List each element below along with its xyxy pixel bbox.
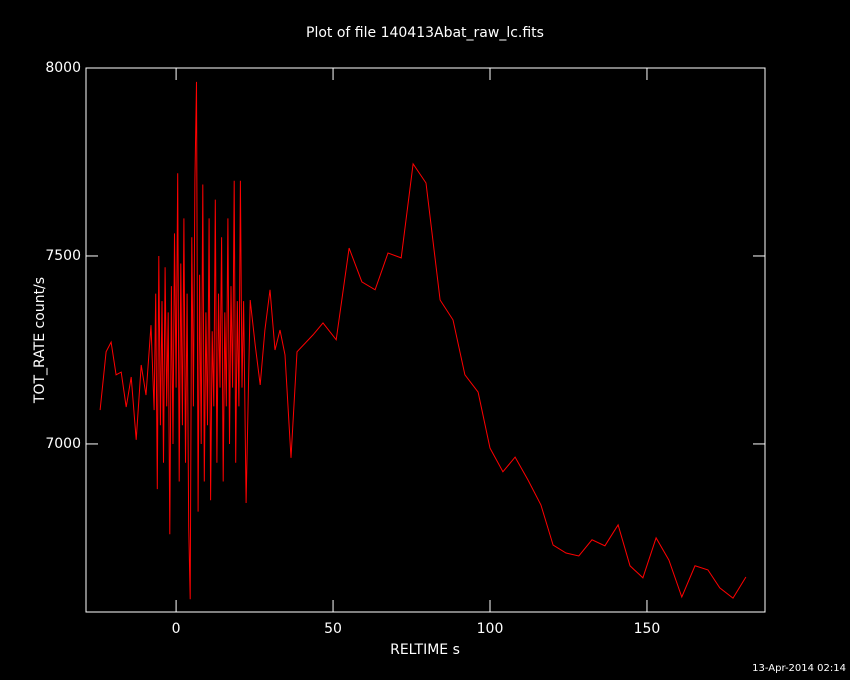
x-tick-label: 0	[172, 621, 181, 637]
timestamp: 13-Apr-2014 02:14	[752, 663, 846, 674]
x-tick-label: 100	[477, 621, 504, 637]
x-tick-label: 50	[324, 621, 342, 637]
y-tick-label: 7000	[45, 436, 81, 452]
y-tick-label: 8000	[45, 60, 81, 76]
chart-title: Plot of file 140413Abat_raw_lc.fits	[306, 25, 544, 41]
x-axis-label: RELTIME s	[390, 642, 460, 658]
y-tick-label: 7500	[45, 248, 81, 264]
x-tick-label: 150	[634, 621, 661, 637]
plot-frame	[85, 67, 766, 613]
y-axis-label: TOT_RATE count/s	[32, 277, 48, 404]
data-line	[99, 81, 747, 600]
